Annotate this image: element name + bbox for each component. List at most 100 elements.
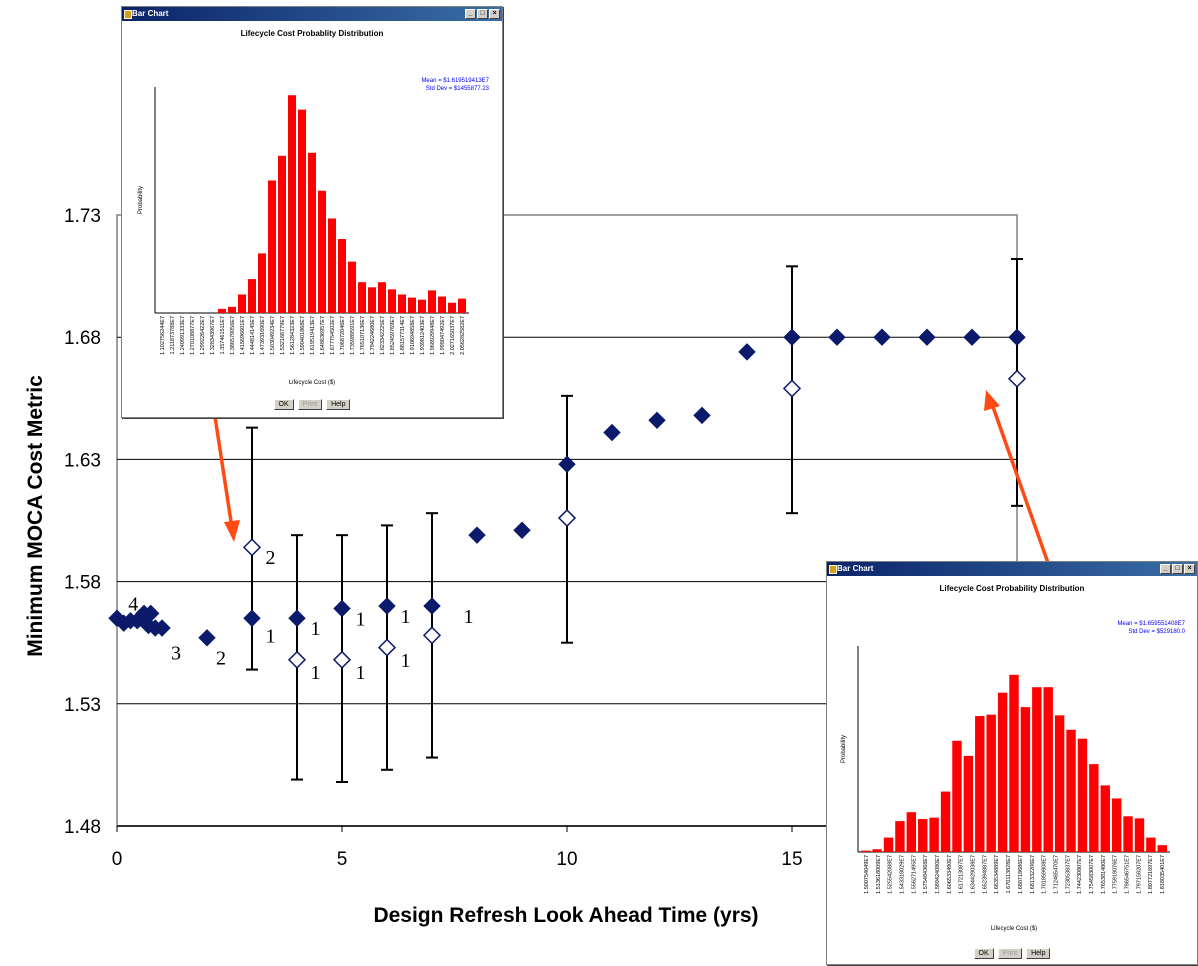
histogram-tick-label: 1.556271495E7 (911, 855, 917, 894)
histogram-tick-label: 1.561284323E7 (290, 316, 296, 355)
data-point-open (332, 650, 352, 669)
histogram-tick-label: 1.735989591E7 (350, 316, 356, 355)
histogram-bar (1146, 837, 1156, 852)
x-tick-label: 15 (781, 849, 802, 870)
histogram-bar (1157, 845, 1167, 852)
data-point-filled (648, 411, 666, 430)
point-annotation: 1 (401, 650, 411, 672)
data-point-filled (468, 526, 486, 544)
window-titlebar[interactable]: Bar Chart _ □ × (122, 7, 502, 21)
histogram-bar (1123, 816, 1133, 852)
histogram-tick-label: 1.818035401E7 (1160, 855, 1166, 894)
window-title: Bar Chart (132, 9, 169, 18)
histogram-bar (952, 740, 962, 852)
y-tick-label: 1.58 (64, 573, 101, 594)
histogram-bar (388, 289, 396, 313)
close-button[interactable]: × (489, 9, 500, 19)
x-tick-label: 5 (337, 849, 348, 870)
histogram-tick-label: 2.027165037E7 (450, 316, 456, 355)
maximize-button[interactable]: □ (1172, 564, 1183, 574)
print-button[interactable]: Print (997, 948, 1023, 959)
histogram-bar (963, 755, 974, 852)
print-button[interactable]: Print (297, 399, 323, 410)
point-annotation: 4 (128, 594, 138, 616)
histogram-bar (1100, 785, 1110, 852)
histogram-stat: Mean = $1.619519413E7 (421, 78, 489, 84)
histogram-tick-label: 1.102756244E7 (160, 316, 166, 355)
histogram-tick-label: 1.299226422E7 (200, 316, 206, 355)
data-point-open (287, 650, 307, 669)
histogram-bar (1066, 729, 1076, 852)
histogram-bar (1089, 764, 1099, 852)
histogram-tick-label: 1.606533490E7 (947, 855, 953, 894)
point-annotation: 1 (311, 662, 321, 684)
point-annotation: 1 (356, 608, 366, 630)
histogram-bar (408, 297, 416, 313)
histogram-tick-label: 1.775918076E7 (1113, 855, 1119, 894)
histogram-tick-label: 1.881577314E7 (400, 316, 406, 355)
histogram-tick-label: 2.056282582E7 (460, 316, 466, 355)
histogram-tick-label: 1.634429038E7 (971, 855, 977, 894)
histogram-bar (378, 282, 386, 313)
histogram-tick-label: 1.500754049E7 (864, 855, 870, 894)
histogram-tick-label: 1.939812403E7 (420, 316, 426, 355)
histogram-tick-label: 1.998047492E7 (440, 316, 446, 355)
histogram-bar (940, 791, 951, 852)
ok-button[interactable]: OK (273, 399, 294, 410)
histogram-tick-label: 1.543318029E7 (899, 855, 905, 894)
window-title: Bar Chart (837, 564, 874, 573)
histogram-tick-label: 1.744230807E7 (1077, 855, 1083, 894)
callout-arrow-head (984, 390, 1000, 411)
callout-arrow-head (224, 520, 240, 542)
bar-chart-window-2[interactable]: Bar Chart _ □ × Lifecycle Cost Probabili… (826, 561, 1198, 965)
histogram-tick-label: 1.852459769E7 (390, 316, 396, 355)
histogram-bar (248, 279, 256, 313)
histogram-bar (883, 837, 894, 852)
histogram-bar (1043, 687, 1053, 852)
close-button[interactable]: × (1184, 564, 1195, 574)
x-tick-label: 10 (556, 849, 577, 870)
histogram-tick-label: 1.211873788E7 (170, 316, 176, 354)
histogram-stat: Mean = $1.659551408E7 (1117, 621, 1185, 627)
help-button[interactable]: Help (326, 399, 351, 410)
histogram-tick-label: 1.328343967E7 (210, 316, 216, 355)
histogram-tick-label: 1.532166779E7 (280, 316, 286, 355)
histogram-tick-label: 1.525542088E7 (888, 855, 894, 894)
histogram-tick-label: 1.270108877E7 (190, 316, 196, 355)
histogram-tick-label: 1.590401868E7 (300, 316, 306, 355)
histogram-bar (906, 812, 917, 852)
histogram-tick-label: 1.968929948E7 (430, 316, 436, 355)
data-point-filled (783, 328, 801, 346)
histogram-bar (418, 299, 426, 313)
histogram-tick-label: 1.663534889E7 (994, 855, 1000, 894)
histogram-bar (1020, 707, 1031, 852)
ok-button[interactable]: OK (973, 948, 994, 959)
data-point-filled (153, 619, 171, 637)
histogram-tick-label: 1.712465470E7 (1053, 855, 1059, 894)
data-point-open (782, 379, 802, 398)
histogram-tick-label: 1.706872046E7 (340, 316, 346, 355)
minimize-button[interactable]: _ (465, 9, 476, 19)
maximize-button[interactable]: □ (477, 9, 488, 19)
histogram-tick-label: 1.619519413E7 (310, 316, 316, 355)
data-point-filled (423, 597, 441, 615)
histogram-tick-label: 1.575484368E7 (923, 855, 929, 894)
histogram-bar (398, 294, 406, 313)
data-point-filled (513, 521, 531, 539)
data-point-open (242, 538, 262, 557)
bar-chart-window-1[interactable]: Bar Chart _ □ × Lifecycle Cost Probablit… (121, 6, 503, 418)
point-annotation: 1 (266, 625, 276, 647)
histogram-bar (918, 819, 928, 852)
histogram-bar (1134, 818, 1145, 852)
histogram-tick-label: 1.444814145E7 (250, 316, 256, 355)
help-button[interactable]: Help (1026, 948, 1051, 959)
point-annotation: 1 (356, 662, 366, 684)
app-icon (829, 565, 837, 574)
window-titlebar[interactable]: Bar Chart _ □ × (827, 562, 1197, 576)
histogram-tick-label: 1.589424080E7 (935, 855, 941, 894)
data-point-filled (333, 599, 351, 618)
histogram-bar (929, 817, 939, 852)
data-point-filled (738, 343, 756, 361)
histogram-tick-label: 1.670113828E7 (1006, 855, 1012, 893)
minimize-button[interactable]: _ (1160, 564, 1171, 574)
